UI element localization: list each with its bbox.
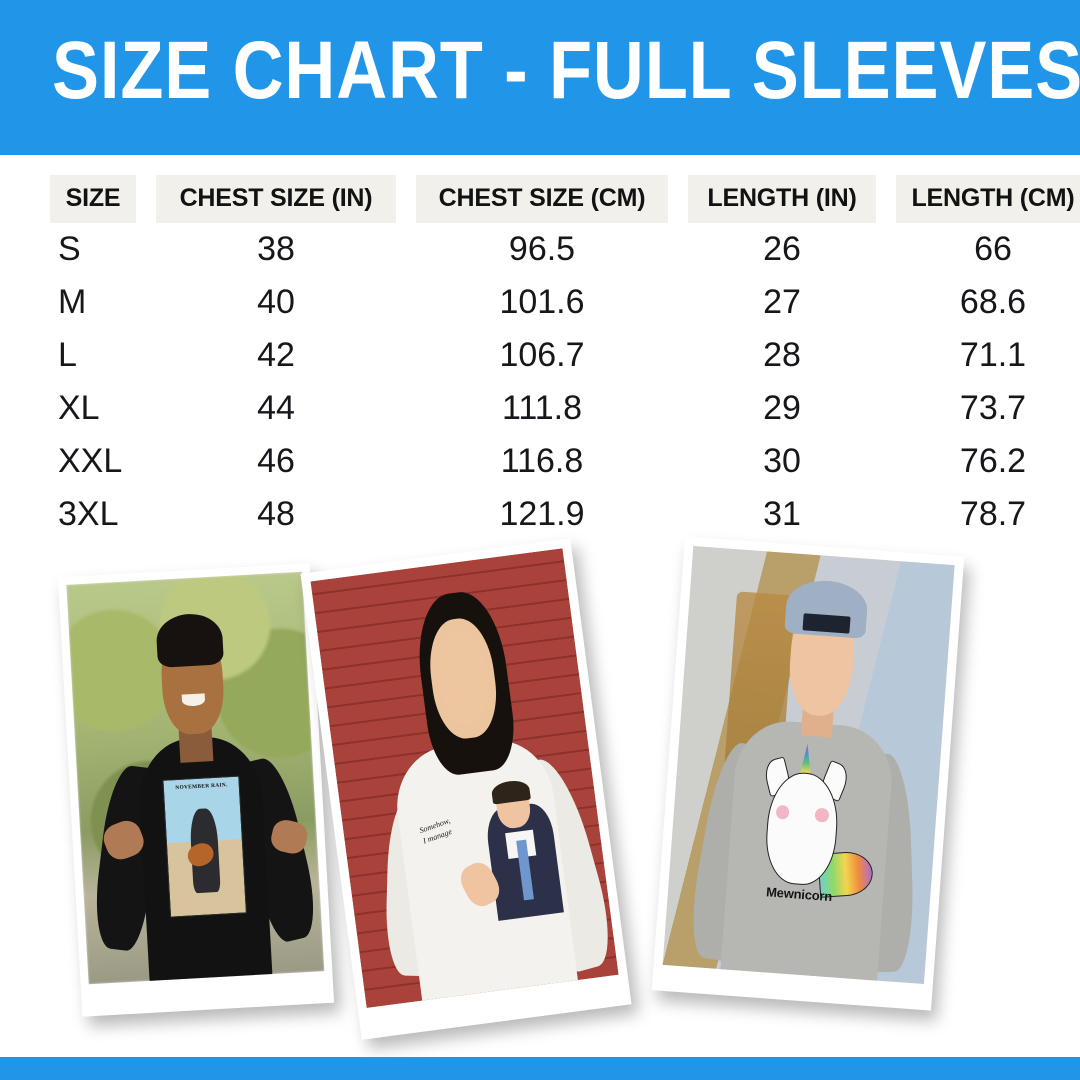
table-row: M 40 101.6 27 68.6 bbox=[50, 276, 1080, 329]
shirt-print-title: NOVEMBER RAIN. bbox=[175, 782, 228, 792]
cell-chest-cm: 101.6 bbox=[499, 283, 585, 321]
product-photo-november-rain: NOVEMBER RAIN. bbox=[57, 563, 335, 1017]
cell-length-cm: 66 bbox=[974, 230, 1012, 268]
cell-chest-cm: 121.9 bbox=[499, 495, 585, 533]
cell-length-cm: 71.1 bbox=[959, 336, 1027, 374]
photo-image-mewnicorn: Mewnicorn bbox=[662, 545, 955, 985]
cell-length-in: 28 bbox=[763, 336, 801, 374]
cell-chest-cm: 111.8 bbox=[501, 389, 583, 427]
cell-chest-cm: 96.5 bbox=[508, 230, 576, 268]
cell-chest-in: 38 bbox=[257, 230, 295, 268]
column-header-length-cm: LENGTH (CM) bbox=[896, 175, 1080, 223]
photo-image-november-rain: NOVEMBER RAIN. bbox=[66, 571, 325, 985]
table-row: L 42 106.7 28 71.1 bbox=[50, 329, 1080, 382]
table-header: SIZE CHEST SIZE (IN) CHEST SIZE (CM) LEN… bbox=[50, 175, 1080, 223]
page-title: SIZE CHART - FULL SLEEVES bbox=[52, 25, 1080, 116]
photo-collage: NOVEMBER RAIN. S bbox=[0, 536, 1080, 1040]
shirt-print-november-rain: NOVEMBER RAIN. bbox=[162, 775, 248, 918]
cell-size: XXL bbox=[58, 442, 123, 480]
cell-length-cm: 78.7 bbox=[959, 495, 1027, 533]
cell-length-cm: 73.7 bbox=[959, 389, 1027, 427]
cell-size: XL bbox=[58, 389, 100, 427]
product-photo-somehow-i-manage: Somehow, I manage bbox=[300, 538, 632, 1040]
cell-chest-in: 40 bbox=[257, 283, 295, 321]
cell-size: L bbox=[58, 336, 77, 374]
top-banner: SIZE CHART - FULL SLEEVES bbox=[0, 0, 1080, 155]
product-photo-mewnicorn: Mewnicorn bbox=[651, 536, 965, 1011]
cell-chest-in: 48 bbox=[257, 495, 295, 533]
cell-chest-in: 42 bbox=[257, 336, 295, 374]
cell-chest-cm: 116.8 bbox=[500, 442, 584, 480]
cell-size: M bbox=[58, 283, 87, 321]
photo-image-somehow-i-manage: Somehow, I manage bbox=[310, 548, 619, 1008]
table-header-row: SIZE CHEST SIZE (IN) CHEST SIZE (CM) LEN… bbox=[50, 175, 1080, 223]
cell-chest-cm: 106.7 bbox=[499, 336, 585, 374]
column-header-chest-in: CHEST SIZE (IN) bbox=[156, 175, 396, 223]
cell-chest-in: 44 bbox=[257, 389, 295, 427]
cell-length-in: 27 bbox=[763, 283, 801, 321]
cell-length-in: 26 bbox=[763, 230, 801, 268]
table-row: XL 44 111.8 29 73.7 bbox=[50, 382, 1080, 435]
bottom-banner bbox=[0, 1057, 1080, 1080]
column-header-length-in: LENGTH (IN) bbox=[688, 175, 876, 223]
cell-length-in: 30 bbox=[763, 442, 801, 480]
column-header-size: SIZE bbox=[50, 175, 136, 223]
cell-length-cm: 76.2 bbox=[959, 442, 1027, 480]
size-table: SIZE CHEST SIZE (IN) CHEST SIZE (CM) LEN… bbox=[30, 175, 1080, 541]
cell-length-in: 29 bbox=[763, 389, 801, 427]
table-row: XXL 46 116.8 30 76.2 bbox=[50, 435, 1080, 488]
table-body: S 38 96.5 26 66 M 40 101.6 27 68.6 L 42 … bbox=[50, 223, 1080, 541]
cell-size: S bbox=[58, 230, 81, 268]
table-row: S 38 96.5 26 66 bbox=[50, 223, 1080, 276]
cell-size: 3XL bbox=[58, 495, 119, 533]
column-header-chest-cm: CHEST SIZE (CM) bbox=[416, 175, 668, 223]
cell-chest-in: 46 bbox=[257, 442, 295, 480]
cap-band bbox=[802, 613, 852, 634]
cell-length-cm: 68.6 bbox=[959, 283, 1027, 321]
size-table-wrapper: SIZE CHEST SIZE (IN) CHEST SIZE (CM) LEN… bbox=[0, 175, 1080, 541]
cell-length-in: 31 bbox=[763, 495, 801, 533]
table-row: 3XL 48 121.9 31 78.7 bbox=[50, 488, 1080, 541]
